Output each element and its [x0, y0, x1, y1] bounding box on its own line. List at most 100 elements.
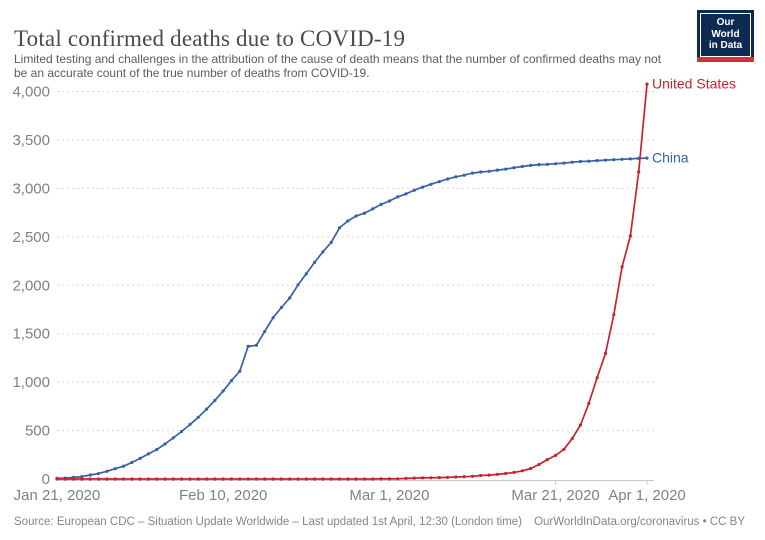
- series-point-united-states: [213, 477, 217, 481]
- series-point-united-states: [512, 470, 516, 474]
- series-point-china: [404, 192, 408, 196]
- series-point-united-states: [196, 477, 200, 481]
- series-point-united-states: [138, 477, 142, 481]
- series-point-united-states: [279, 477, 283, 481]
- series-point-china: [554, 162, 558, 166]
- series-point-china: [138, 456, 142, 460]
- series-point-china: [487, 169, 491, 173]
- chart-subtitle: Limited testing and challenges in the at…: [14, 52, 662, 80]
- series-point-china: [495, 168, 499, 172]
- series-point-china: [603, 158, 608, 162]
- series-point-china: [612, 158, 616, 162]
- series-point-united-states: [446, 475, 450, 479]
- series-point-united-states: [595, 376, 599, 380]
- series-point-china: [437, 180, 441, 184]
- series-point-united-states: [121, 477, 126, 481]
- series-point-united-states: [487, 473, 491, 477]
- series-point-china: [512, 166, 516, 170]
- series-point-united-states: [238, 477, 242, 481]
- series-point-united-states: [288, 477, 292, 481]
- series-point-china: [271, 316, 275, 320]
- series-point-china: [96, 472, 101, 476]
- series-point-united-states: [379, 477, 383, 481]
- series-point-china: [462, 173, 466, 177]
- owid-logo-text: Our World in Data: [700, 13, 751, 57]
- series-point-china: [628, 157, 633, 161]
- series-point-united-states: [105, 477, 109, 481]
- series-point-china: [121, 464, 126, 468]
- series-point-china: [454, 175, 458, 179]
- series-point-united-states: [254, 477, 258, 481]
- series-point-china: [321, 250, 325, 254]
- series-point-united-states: [387, 477, 391, 481]
- series-point-china: [412, 188, 416, 192]
- series-point-united-states: [454, 475, 458, 479]
- series-point-united-states: [362, 477, 367, 481]
- series-point-united-states: [304, 477, 308, 481]
- series-point-united-states: [462, 475, 466, 479]
- series-point-united-states: [396, 477, 400, 481]
- series-point-united-states: [578, 423, 583, 427]
- series-point-china: [504, 167, 508, 171]
- y-axis-tick-label: 500: [25, 423, 50, 440]
- series-point-united-states: [603, 351, 608, 355]
- series-point-china: [329, 240, 333, 244]
- series-point-united-states: [72, 477, 76, 481]
- series-point-china: [313, 260, 317, 264]
- series-point-china: [362, 211, 367, 215]
- series-point-united-states: [529, 466, 533, 471]
- series-point-united-states: [637, 170, 641, 174]
- series-point-china: [246, 344, 250, 348]
- series-point-united-states: [337, 477, 342, 481]
- series-point-united-states: [620, 265, 624, 269]
- y-axis-tick-label: 2,000: [12, 277, 50, 294]
- series-point-china: [254, 343, 258, 347]
- series-point-china: [346, 219, 350, 223]
- series-point-china: [562, 161, 566, 165]
- series-point-china: [396, 195, 400, 199]
- series-point-united-states: [113, 477, 117, 481]
- chart-title: Total confirmed deaths due to COVID-19: [14, 26, 406, 52]
- series-point-china: [163, 442, 167, 446]
- series-point-united-states: [180, 477, 184, 481]
- series-point-united-states: [321, 477, 325, 481]
- series-point-china: [296, 283, 300, 287]
- series-point-united-states: [371, 477, 375, 481]
- series-point-united-states: [404, 476, 408, 480]
- series-point-united-states: [479, 473, 483, 478]
- y-axis-tick-label: 1,500: [12, 326, 50, 343]
- x-axis-tick-label: Mar 1, 2020: [349, 487, 429, 504]
- series-point-china: [180, 429, 184, 434]
- owid-logo-line1: Our World: [711, 17, 740, 40]
- series-point-china: [421, 185, 425, 189]
- series-point-united-states: [205, 477, 209, 481]
- series-point-china: [429, 182, 433, 186]
- series-point-united-states: [495, 472, 499, 476]
- series-point-united-states: [271, 477, 275, 481]
- series-point-united-states: [628, 234, 633, 238]
- series-point-united-states: [296, 477, 300, 481]
- series-point-china: [545, 162, 549, 166]
- series-point-china: [113, 467, 117, 471]
- series-point-united-states: [80, 477, 84, 481]
- source-text: Source: European CDC – Situation Update …: [14, 516, 523, 528]
- series-point-united-states: [412, 476, 416, 480]
- series-point-china: [537, 163, 541, 167]
- series-point-united-states: [587, 401, 591, 405]
- series-point-united-states: [554, 453, 558, 457]
- series-point-china: [479, 170, 483, 174]
- series-point-united-states: [354, 477, 358, 481]
- series-point-united-states: [612, 313, 616, 317]
- series-point-china: [279, 305, 283, 310]
- series-point-united-states: [155, 477, 159, 481]
- series-point-china: [520, 164, 525, 169]
- series-point-united-states: [96, 477, 101, 481]
- series-point-united-states: [88, 477, 92, 481]
- series-point-china: [446, 177, 450, 181]
- x-axis-tick-label: Apr 1, 2020: [608, 487, 686, 504]
- series-point-united-states: [313, 477, 317, 481]
- series-point-china: [570, 160, 574, 164]
- y-axis-tick-label: 0: [42, 471, 50, 488]
- y-axis-tick-label: 2,500: [12, 229, 50, 246]
- series-point-china: [470, 171, 475, 175]
